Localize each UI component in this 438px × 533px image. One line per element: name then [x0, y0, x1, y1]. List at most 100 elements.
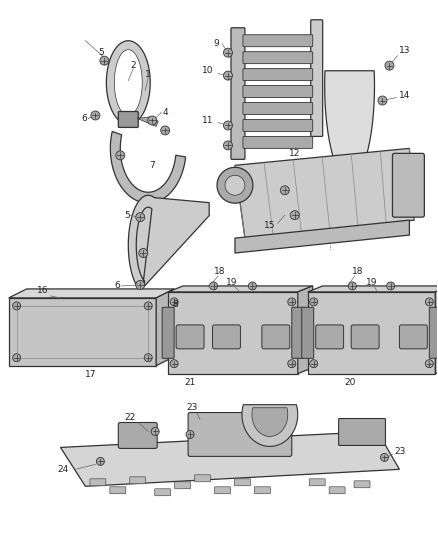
Polygon shape: [156, 289, 174, 366]
Circle shape: [144, 302, 152, 310]
Circle shape: [136, 280, 145, 289]
FancyBboxPatch shape: [243, 119, 313, 132]
FancyBboxPatch shape: [309, 479, 325, 486]
FancyBboxPatch shape: [231, 28, 245, 159]
Polygon shape: [308, 292, 435, 374]
Text: 6: 6: [81, 114, 87, 123]
Circle shape: [387, 282, 395, 290]
FancyBboxPatch shape: [243, 35, 313, 47]
Text: 5: 5: [99, 48, 104, 57]
FancyBboxPatch shape: [243, 136, 313, 148]
Text: 6: 6: [114, 281, 120, 290]
Circle shape: [91, 111, 100, 120]
Polygon shape: [128, 195, 209, 293]
Polygon shape: [435, 286, 438, 374]
Circle shape: [100, 56, 109, 65]
FancyBboxPatch shape: [292, 307, 304, 358]
Circle shape: [248, 282, 256, 290]
Text: 15: 15: [264, 221, 276, 230]
FancyBboxPatch shape: [118, 111, 138, 127]
Text: 24: 24: [57, 465, 68, 474]
Polygon shape: [217, 167, 253, 203]
Circle shape: [151, 427, 159, 435]
FancyBboxPatch shape: [215, 487, 230, 494]
Circle shape: [161, 126, 170, 135]
FancyBboxPatch shape: [118, 423, 157, 448]
Text: 23: 23: [187, 403, 198, 412]
Circle shape: [223, 71, 233, 80]
Circle shape: [116, 151, 125, 160]
Text: 17: 17: [85, 370, 96, 379]
Text: 21: 21: [184, 378, 196, 387]
FancyBboxPatch shape: [311, 20, 323, 136]
Circle shape: [385, 61, 394, 70]
Circle shape: [223, 48, 233, 57]
FancyBboxPatch shape: [392, 154, 424, 217]
Polygon shape: [308, 286, 438, 292]
FancyBboxPatch shape: [188, 413, 292, 456]
Polygon shape: [60, 432, 399, 486]
Text: 14: 14: [399, 91, 411, 100]
Text: 1: 1: [145, 70, 151, 79]
Circle shape: [223, 141, 233, 150]
Text: 20: 20: [344, 378, 355, 387]
Circle shape: [13, 354, 21, 362]
FancyBboxPatch shape: [302, 307, 314, 358]
FancyBboxPatch shape: [399, 325, 427, 349]
Polygon shape: [235, 148, 414, 238]
Polygon shape: [9, 298, 156, 366]
FancyBboxPatch shape: [316, 325, 343, 349]
Circle shape: [144, 354, 152, 362]
Polygon shape: [137, 117, 158, 126]
FancyBboxPatch shape: [429, 307, 438, 358]
FancyBboxPatch shape: [262, 325, 290, 349]
Text: 19: 19: [226, 278, 238, 287]
Text: 2: 2: [131, 61, 136, 70]
Circle shape: [223, 121, 233, 130]
Polygon shape: [235, 220, 410, 253]
FancyBboxPatch shape: [194, 475, 211, 482]
FancyBboxPatch shape: [254, 487, 270, 494]
FancyBboxPatch shape: [176, 325, 204, 349]
Polygon shape: [325, 71, 374, 180]
FancyBboxPatch shape: [90, 479, 106, 486]
Text: 12: 12: [289, 149, 300, 158]
Polygon shape: [242, 405, 298, 447]
Circle shape: [378, 96, 387, 105]
Polygon shape: [168, 286, 313, 292]
Text: 18: 18: [352, 268, 363, 277]
Circle shape: [310, 360, 318, 368]
FancyBboxPatch shape: [329, 487, 345, 494]
Circle shape: [425, 298, 433, 306]
Circle shape: [13, 302, 21, 310]
Polygon shape: [110, 132, 186, 203]
Circle shape: [170, 298, 178, 306]
Circle shape: [209, 282, 218, 290]
Circle shape: [148, 116, 157, 125]
Text: 16: 16: [37, 286, 48, 295]
Polygon shape: [168, 292, 298, 374]
Text: 23: 23: [395, 447, 406, 456]
FancyBboxPatch shape: [110, 487, 126, 494]
Circle shape: [186, 431, 194, 439]
Circle shape: [96, 457, 104, 465]
FancyBboxPatch shape: [243, 52, 313, 63]
Circle shape: [170, 360, 178, 368]
FancyBboxPatch shape: [243, 102, 313, 115]
Text: 22: 22: [125, 413, 136, 422]
FancyBboxPatch shape: [175, 482, 191, 489]
Circle shape: [425, 360, 433, 368]
Polygon shape: [225, 175, 245, 195]
Text: 10: 10: [201, 66, 213, 75]
FancyBboxPatch shape: [212, 325, 240, 349]
Polygon shape: [9, 289, 174, 298]
Text: 5: 5: [124, 211, 130, 220]
Circle shape: [280, 186, 289, 195]
Text: 11: 11: [201, 116, 213, 125]
Text: 13: 13: [399, 46, 411, 55]
FancyBboxPatch shape: [234, 479, 251, 486]
Circle shape: [136, 213, 145, 222]
Text: 9: 9: [213, 39, 219, 48]
Polygon shape: [106, 41, 150, 124]
Polygon shape: [114, 50, 142, 116]
